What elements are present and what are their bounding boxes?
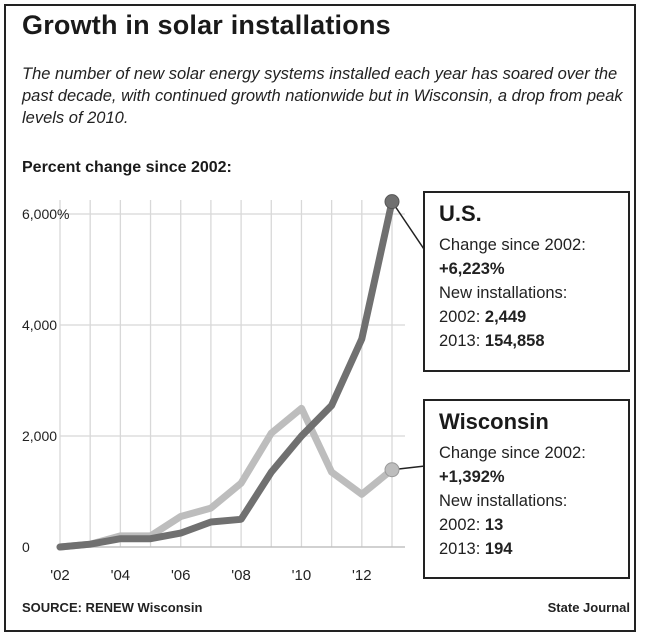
publisher-credit: State Journal xyxy=(547,600,630,615)
us-2013-row: 2013: 154,858 xyxy=(439,329,618,353)
chart-subtitle: The number of new solar energy systems i… xyxy=(22,65,623,127)
us-data-point xyxy=(177,530,184,537)
x-tick-label: '02 xyxy=(50,567,70,584)
us-change-label: Change since 2002: xyxy=(439,236,586,254)
source-note: SOURCE: RENEW Wisconsin xyxy=(22,600,203,615)
y-axis-title: Percent change since 2002: xyxy=(22,159,232,176)
us-data-point xyxy=(207,519,214,526)
us-data-point xyxy=(268,469,275,476)
chart-series xyxy=(56,198,396,551)
us-data-point xyxy=(358,335,365,342)
callout-leaders xyxy=(384,194,431,478)
wi-change-value: +1,392% xyxy=(439,468,505,486)
y-tick-label: 4,000 xyxy=(22,317,57,333)
wisconsin-data-point xyxy=(358,491,365,498)
x-tick-label: '08 xyxy=(231,567,251,584)
us-2013-value: 154,858 xyxy=(484,332,545,350)
us-data-point xyxy=(328,402,335,409)
graphic-frame xyxy=(4,4,636,632)
wi-installs-label: New installations: xyxy=(439,492,568,510)
chart-grid xyxy=(58,200,405,548)
us-data-point xyxy=(117,535,124,542)
us-2013-label: 2013: xyxy=(439,332,481,350)
x-tick-label: '06 xyxy=(171,567,191,584)
chart-ticks: 0 2,000 4,000 6,000% '02 '04 '06 '08 '10 '12 xyxy=(22,206,372,584)
us-2002-value: 2,449 xyxy=(484,308,527,326)
wi-end-marker xyxy=(384,462,400,478)
x-tick-label: '04 xyxy=(111,567,131,584)
y-tick-label: 2,000 xyxy=(22,428,57,444)
wisconsin-data-point xyxy=(268,430,275,437)
wisconsin-data-point xyxy=(207,505,214,512)
wisconsin-series-line xyxy=(56,404,396,551)
us-data-point xyxy=(57,544,63,550)
wisconsin-data-point xyxy=(177,513,184,520)
us-callout-name: U.S. xyxy=(439,201,482,226)
us-data-point xyxy=(147,535,154,542)
wi-2013-label: 2013: xyxy=(439,540,481,558)
wi-2002-value: 13 xyxy=(484,516,504,534)
wisconsin-callout: Wisconsin Change since 2002: +1,392% New… xyxy=(423,399,630,579)
wi-2002-row: 2002: 13 xyxy=(439,513,618,537)
wi-2002-label: 2002: xyxy=(439,516,481,534)
us-data-point xyxy=(238,516,245,523)
wi-change-label: Change since 2002: xyxy=(439,444,586,462)
wisconsin-data-point xyxy=(328,469,335,476)
wisconsin-data-point xyxy=(298,405,305,412)
wi-2013-value: 194 xyxy=(484,540,513,558)
us-series-line xyxy=(56,198,396,551)
us-data-point xyxy=(298,433,305,439)
y-tick-label: 0 xyxy=(22,539,30,555)
us-data-point xyxy=(87,541,94,548)
us-2002-label: 2002: xyxy=(439,308,481,326)
us-installs-label: New installations: xyxy=(439,284,568,302)
us-callout: U.S. Change since 2002: +6,223% New inst… xyxy=(423,191,630,372)
y-tick-label: 6,000% xyxy=(22,206,69,222)
us-2002-row: 2002: 2,449 xyxy=(439,305,618,329)
us-change-value: +6,223% xyxy=(439,260,505,278)
chart-title: Growth in solar installations xyxy=(22,10,391,40)
x-tick-label: '10 xyxy=(292,567,312,584)
wisconsin-data-point xyxy=(238,480,245,487)
x-tick-label: '12 xyxy=(352,567,372,584)
us-end-marker xyxy=(384,194,400,210)
wi-2013-row: 2013: 194 xyxy=(439,537,618,561)
wi-callout-name: Wisconsin xyxy=(439,409,549,434)
